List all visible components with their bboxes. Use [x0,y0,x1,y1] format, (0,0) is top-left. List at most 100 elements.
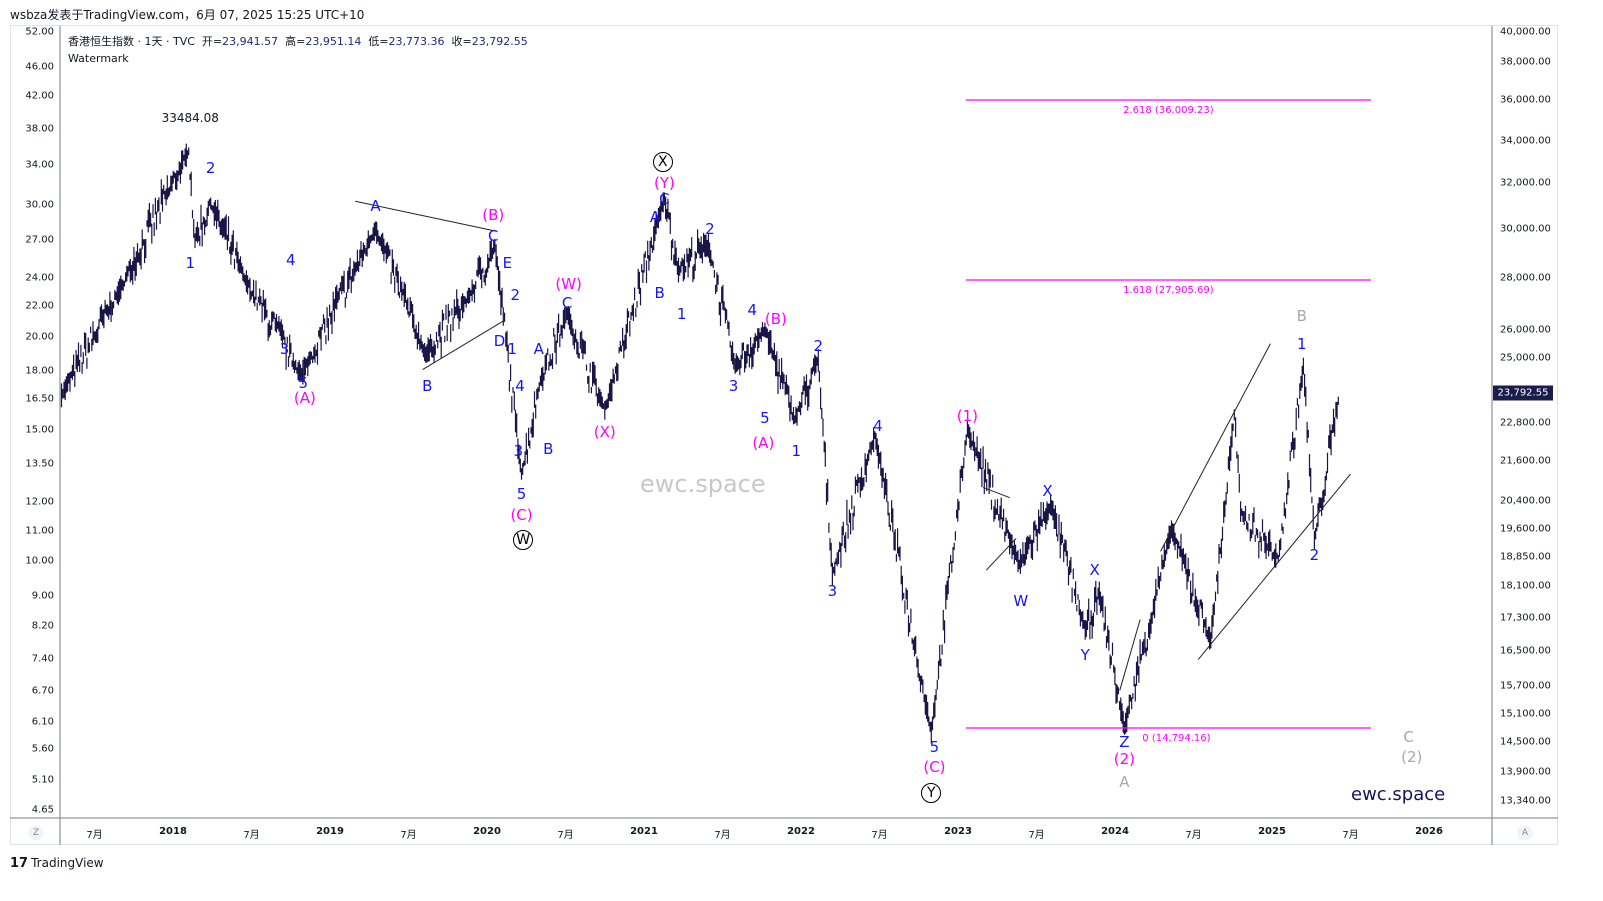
high-value: 23,951.14 [305,35,362,48]
time-axis-tick: 2022 [787,826,815,837]
wave-label: 2 [205,159,216,178]
wave-label: C [488,226,499,245]
left-axis-tick: 5.10 [31,774,54,786]
tv-logo-text: TradingView [31,856,104,870]
wave-label: (Y) [653,174,675,193]
time-axis-tick: 2021 [630,826,658,837]
left-axis-tick: 6.70 [31,685,54,697]
right-axis-tick: 18,100.00 [1500,580,1551,592]
left-axis-tick: 7.40 [31,653,54,665]
wave-label: 3 [513,442,524,461]
right-axis-tick: 28,000.00 [1500,272,1551,284]
time-axis-tick: 2026 [1415,826,1443,837]
right-axis-tick: 38,000.00 [1500,56,1551,68]
time-axis-tick: 2018 [159,826,187,837]
left-axis-tick: 38.00 [25,123,54,135]
wave-label: A [533,340,544,359]
zoom-button[interactable]: Z [28,826,44,840]
wave-label: (1) [956,407,979,426]
trendline[interactable] [355,200,497,232]
trendline[interactable] [982,486,1010,499]
left-axis-tick: 52.00 [25,26,54,38]
left-axis-tick: 8.20 [31,620,54,632]
watermark-text: ewc.space [640,470,766,498]
wave-label: D [493,331,506,350]
chart-frame [10,25,1558,845]
last-price-badge: 23,792.55 [1493,385,1553,401]
wave-label-circled: X [652,151,673,172]
wave-label: Y [1080,646,1090,665]
price-series [60,143,1339,744]
wave-label: 1 [791,442,802,461]
time-axis-tick: 2020 [473,826,501,837]
time-axis-tick: 7月 [871,830,888,841]
time-axis-tick: 7月 [1028,830,1045,841]
left-axis-tick: 10.00 [25,555,54,567]
right-axis-tick: 19,600.00 [1500,523,1551,535]
left-axis-tick: 34.00 [25,159,54,171]
wave-label: (2) [1113,750,1136,769]
time-axis-tick: 2025 [1258,826,1286,837]
wave-label: (2) [1401,747,1423,766]
time-axis-tick: 7月 [1342,830,1359,841]
trendline[interactable] [1160,343,1271,552]
auto-scale-button[interactable]: A [1517,826,1533,840]
right-axis-tick: 14,500.00 [1500,736,1551,748]
low-label: 低= [368,35,389,48]
time-axis-tick: 7月 [400,830,417,841]
wave-label: (A) [293,389,316,408]
wave-label: E [502,253,513,272]
trendline[interactable] [1119,619,1141,691]
wave-label: X [1089,561,1100,580]
tradingview-logo[interactable]: 17 TradingView [10,856,104,871]
left-axis-tick: 15.00 [25,424,54,436]
symbol-title[interactable]: 香港恒生指数 · 1天 · TVC [68,35,195,48]
wave-label: (A) [752,434,775,453]
right-axis-tick: 18,850.00 [1500,551,1551,563]
published-note: wsbza发表于TradingView.com，6月 07, 2025 15:2… [10,8,365,22]
left-axis-tick: 4.65 [31,804,54,816]
close-label: 收= [451,35,472,48]
wave-label: 1 [676,304,687,323]
right-axis-tick: 34,000.00 [1500,135,1551,147]
wave-label: A [370,196,381,215]
trendline[interactable] [985,538,1017,571]
wave-label-circled: W [513,530,534,551]
wave-label: B [654,283,665,302]
right-axis-tick: 30,000.00 [1500,223,1551,235]
wave-label: 33484.08 [161,111,219,126]
right-axis-tick: 13,900.00 [1500,766,1551,778]
wave-label: A [1119,773,1130,792]
left-axis-tick: 22.00 [25,300,54,312]
wave-label: (W) [555,274,582,293]
wave-label: (C) [510,506,533,525]
wave-label: 5 [516,485,527,504]
left-axis-tick: 18.00 [25,365,54,377]
right-axis-tick: 25,000.00 [1500,352,1551,364]
wave-label: (B) [482,205,505,224]
wave-label: C [561,294,573,313]
right-axis-tick: 17,300.00 [1500,612,1551,624]
right-axis-tick: 13,340.00 [1500,795,1551,807]
left-axis-tick: 42.00 [25,90,54,102]
wave-label: 4 [747,300,758,319]
wave-label: B [543,440,554,459]
trendline[interactable] [422,320,505,370]
watermark-indicator[interactable]: Watermark [68,52,129,65]
right-axis-tick: 15,100.00 [1500,708,1551,720]
brand-text: ewc.space [1351,784,1446,805]
wave-label: 2 [705,219,715,238]
close-value: 23,792.55 [471,35,528,48]
left-axis-tick: 30.00 [25,199,54,211]
trendline[interactable] [1197,473,1351,660]
wave-label: 5 [298,374,309,393]
right-axis-tick: 22,800.00 [1500,417,1551,429]
time-axis-tick: 7月 [714,830,731,841]
right-axis-tick: 26,000.00 [1500,324,1551,336]
wave-label: 1 [185,253,196,272]
wave-label: 2 [510,286,521,305]
wave-label: Z [1119,733,1130,752]
wave-label: 4 [873,416,883,435]
wave-label: 4 [285,251,296,270]
